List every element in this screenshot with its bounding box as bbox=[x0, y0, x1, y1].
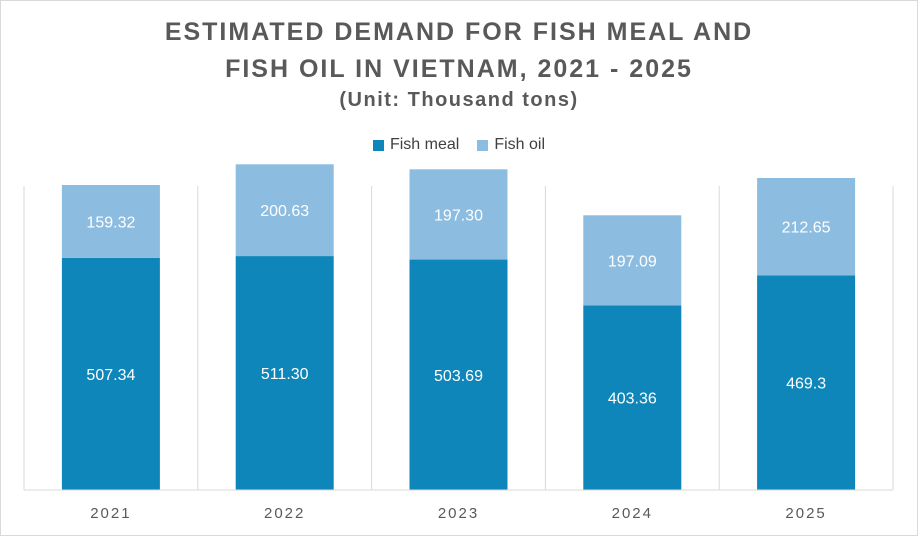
legend: Fish meal Fish oil bbox=[0, 136, 918, 154]
data-label-fish-oil-2022: 200.63 bbox=[260, 203, 309, 220]
data-label-fish-meal-2023: 503.69 bbox=[434, 368, 483, 385]
x-tick-label-2021: 2021 bbox=[90, 505, 131, 522]
legend-label-fish-meal: Fish meal bbox=[389, 136, 460, 153]
legend-label-fish-oil: Fish oil bbox=[494, 136, 546, 153]
x-tick-label-2022: 2022 bbox=[264, 505, 305, 522]
x-tick-label-2024: 2024 bbox=[612, 505, 653, 522]
data-label-fish-meal-2022: 511.30 bbox=[261, 366, 309, 383]
bar-fish-meal-2025 bbox=[757, 275, 856, 490]
bar-fish-oil-2025 bbox=[757, 178, 856, 276]
legend-swatch-fish-meal bbox=[372, 139, 384, 151]
bar-fish-meal-2023 bbox=[409, 259, 508, 490]
data-label-fish-oil-2021: 159.32 bbox=[86, 214, 135, 231]
bar-fish-oil-2024 bbox=[583, 215, 682, 306]
data-label-fish-meal-2025: 469.3 bbox=[786, 376, 826, 393]
legend-item-fish-meal: Fish meal bbox=[372, 136, 460, 154]
x-tick-label-2025: 2025 bbox=[785, 505, 826, 522]
legend-swatch-fish-oil bbox=[477, 139, 489, 151]
data-label-fish-oil-2024: 197.09 bbox=[608, 253, 657, 270]
data-label-fish-oil-2023: 197.30 bbox=[434, 207, 483, 224]
data-label-fish-oil-2025: 212.65 bbox=[782, 220, 831, 237]
bar-fish-oil-2021 bbox=[61, 185, 160, 258]
bar-fish-meal-2022 bbox=[235, 256, 334, 490]
x-tick-label-2023: 2023 bbox=[438, 505, 479, 522]
bar-fish-meal-2024 bbox=[583, 305, 682, 490]
chart-title-line1: ESTIMATED DEMAND FOR FISH MEAL AND bbox=[164, 18, 754, 46]
bar-fish-oil-2023 bbox=[409, 169, 508, 260]
legend-item-fish-oil: Fish oil bbox=[477, 136, 545, 154]
data-label-fish-meal-2024: 403.36 bbox=[608, 391, 657, 408]
bar-fish-meal-2021 bbox=[61, 257, 160, 490]
chart-title-line2: FISH OIL IN VIETNAM, 2021 - 2025 bbox=[225, 55, 693, 83]
data-label-fish-meal-2021: 507.34 bbox=[86, 367, 135, 384]
bar-fish-oil-2022 bbox=[235, 164, 334, 257]
chart-subtitle: (Unit: Thousand tons) bbox=[339, 89, 579, 111]
